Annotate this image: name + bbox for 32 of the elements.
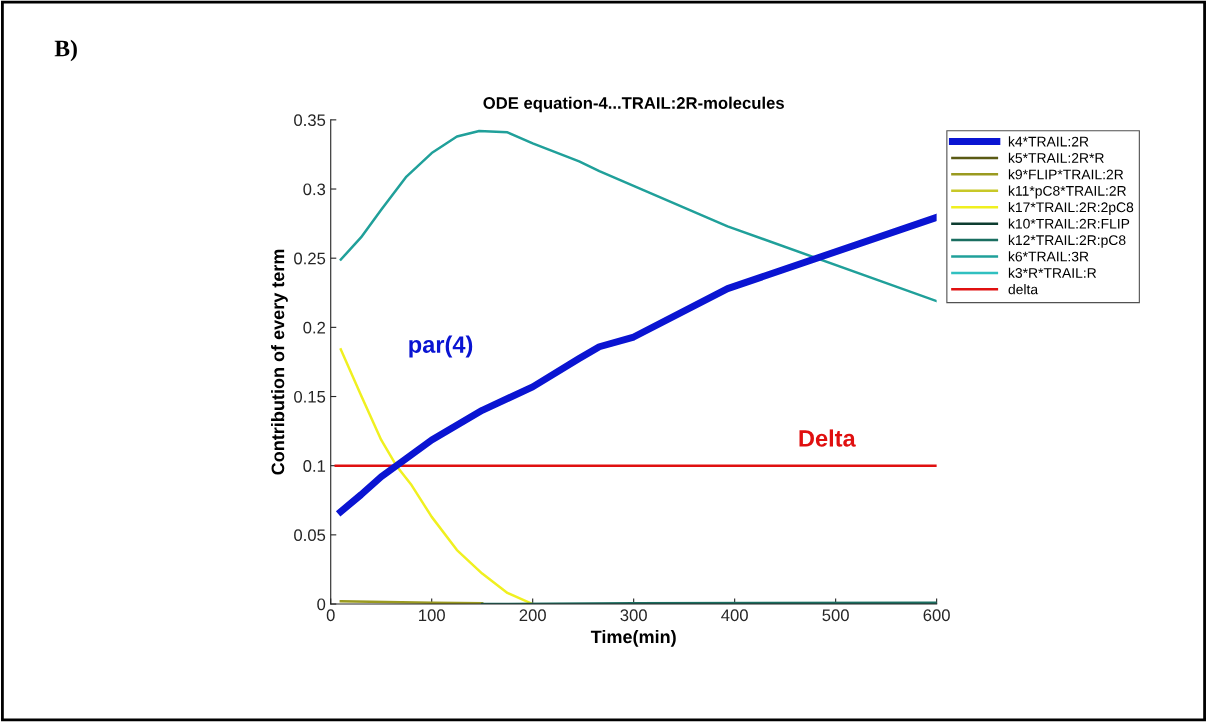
x-tick-label: 0: [326, 609, 335, 622]
x-tick-label: 300: [620, 609, 647, 622]
x-tick-label: 600: [923, 609, 950, 622]
chart-title: ODE equation-4...TRAIL:2R-molecules: [483, 96, 784, 113]
y-tick-label: 0: [317, 598, 326, 611]
legend-label: k9*FLIP*TRAIL:2R: [1008, 169, 1124, 180]
legend-label: k17*TRAIL:2R:2pC8: [1008, 202, 1134, 215]
text: B): [54, 39, 77, 62]
y-tick-label: 0.3: [303, 183, 326, 196]
legend-label: k11*pC8*TRAIL:2R: [1008, 185, 1126, 199]
y-axis-title: Contribution of every term: [271, 249, 288, 475]
y-tick-label: 0.1: [303, 460, 326, 472]
legend-label: k4*TRAIL:2R: [1008, 136, 1089, 147]
x-tick-label: 500: [822, 609, 849, 622]
y-tick-label: 0.25: [294, 252, 326, 265]
annotation: Delta: [799, 429, 856, 447]
y-tick-label: 0.2: [303, 321, 326, 334]
legend-label: k5*TRAIL:2R*R: [1008, 152, 1104, 163]
y-tick-label: 0.35: [294, 114, 326, 127]
x-tick-label: 200: [519, 609, 546, 622]
legend-label: k10*TRAIL:2R:FLIP: [1008, 218, 1130, 229]
line-series: [339, 129, 937, 303]
x-tick-label: 100: [419, 609, 445, 622]
legend-label: k6*TRAIL:3R: [1008, 251, 1089, 262]
legend-label: k3*R*TRAIL:R: [1008, 267, 1097, 278]
x-tick-label: 400: [721, 609, 748, 622]
x-axis-title: Time(min): [590, 629, 676, 647]
legend-label: delta: [1008, 284, 1039, 295]
y-tick-label: 0.05: [294, 529, 326, 542]
annotation: par(4): [409, 335, 473, 358]
y-tick-label: 0.15: [294, 390, 326, 403]
legend-label: k12*TRAIL:2R:pC8: [1008, 234, 1126, 248]
